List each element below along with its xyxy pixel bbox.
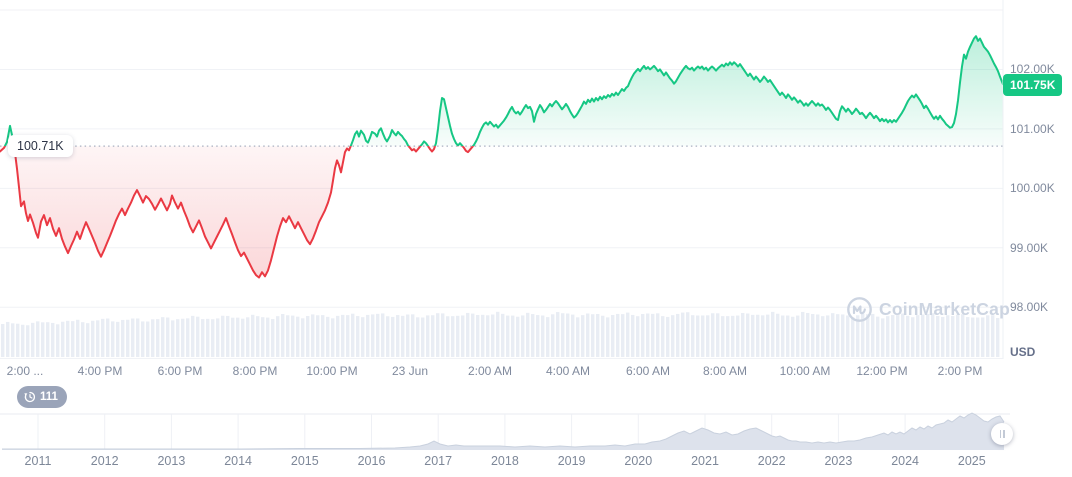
navigator-year-label: 2014 — [224, 454, 252, 468]
coinmarketcap-logo-icon — [847, 297, 872, 322]
navigator-year-label: 2025 — [957, 454, 986, 468]
y-tick-label: 102.00K — [1010, 62, 1055, 77]
history-clock-icon — [24, 391, 36, 403]
y-tick-label: 98.00K — [1010, 300, 1049, 315]
y-tick-label: 101.00K — [1010, 121, 1055, 136]
navigator-area[interactable] — [2, 413, 1004, 450]
x-tick-label: 2:00 AM — [467, 364, 513, 378]
x-tick-label: 4:00 AM — [545, 364, 591, 378]
navigator-year-label: 2012 — [90, 454, 119, 468]
navigator-year-label: 2021 — [691, 454, 719, 468]
x-tick-label: 10:00 AM — [779, 364, 831, 378]
x-tick-label: 6:00 AM — [625, 364, 671, 378]
handle-grip-bar — [1003, 430, 1005, 438]
navigator-year-label: 2019 — [557, 454, 586, 468]
navigator-year-label: 2015 — [290, 454, 319, 468]
y-tick-label: 100.00K — [1010, 181, 1055, 196]
x-tick-label: 6:00 PM — [157, 364, 203, 378]
coinmarketcap-watermark: CoinMarketCap — [846, 296, 1010, 323]
navigator-range-handle[interactable] — [991, 423, 1013, 445]
x-tick-label: 2:00 ... — [6, 364, 44, 378]
navigator-year-label: 2023 — [824, 454, 853, 468]
navigator-year-label: 2013 — [157, 454, 186, 468]
current-price-badge: 101.75K — [1003, 74, 1063, 96]
x-tick-label: 8:00 AM — [702, 364, 748, 378]
handle-grip-bar — [999, 430, 1001, 438]
navigator-year-label: 2018 — [490, 454, 519, 468]
navigator-year-label: 2022 — [757, 454, 786, 468]
watermark-text: CoinMarketCap — [879, 299, 1010, 319]
x-tick-label: 8:00 PM — [232, 364, 278, 378]
x-tick-label: 10:00 PM — [306, 364, 358, 378]
navigator-year-label: 2020 — [624, 454, 653, 468]
y-axis-unit-label: USD — [1010, 345, 1036, 359]
x-tick-label: 4:00 PM — [77, 364, 123, 378]
x-tick-label: 2:00 PM — [937, 364, 983, 378]
x-tick-label: 23 Jun — [391, 364, 429, 378]
volume-bars — [1, 311, 1000, 357]
navigator-year-label: 2017 — [424, 454, 453, 468]
x-tick-label: 12:00 PM — [856, 364, 908, 378]
y-tick-label: 99.00K — [1010, 240, 1049, 255]
baseline-price-label: 100.71K — [8, 135, 73, 157]
navigator-year-label: 2016 — [357, 454, 386, 468]
navigator-year-label: 2024 — [891, 454, 919, 468]
navigator-year-label: 2011 — [24, 454, 52, 468]
history-count: 111 — [40, 391, 58, 403]
history-count-badge[interactable]: 111 — [17, 386, 67, 408]
